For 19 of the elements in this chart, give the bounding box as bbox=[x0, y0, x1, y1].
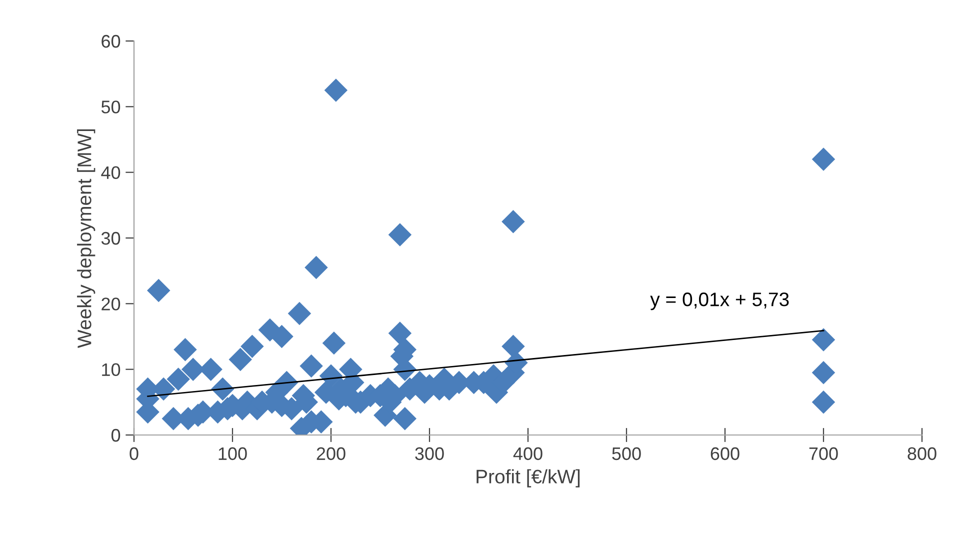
x-tick-label: 100 bbox=[218, 447, 247, 460]
y-axis-title: Weekly deployment [MW] bbox=[77, 129, 96, 348]
x-axis-title: Profit [€/kW] bbox=[476, 469, 580, 488]
annotation: y = 0,01x + 5,73 bbox=[650, 292, 789, 310]
y-tick-label: 20 bbox=[102, 298, 120, 310]
x-tick-label: 700 bbox=[809, 447, 838, 460]
x-tick-label: 200 bbox=[316, 447, 346, 460]
y-tick-label: 10 bbox=[102, 363, 120, 376]
x-tick-label: 500 bbox=[612, 447, 641, 460]
x-tick-label: 300 bbox=[415, 447, 444, 460]
y-tick-label: 40 bbox=[101, 166, 120, 180]
x-tick-label: 600 bbox=[710, 447, 740, 460]
x-tick-label: 800 bbox=[908, 447, 936, 460]
y-tick-label: 30 bbox=[101, 232, 120, 245]
y-tick-label: 0 bbox=[111, 428, 120, 442]
x-tick-label: 400 bbox=[513, 447, 542, 460]
y-tick-label: 60 bbox=[102, 34, 120, 48]
y-tick-label: 50 bbox=[101, 100, 120, 114]
x-tick-label: 0 bbox=[130, 447, 138, 460]
